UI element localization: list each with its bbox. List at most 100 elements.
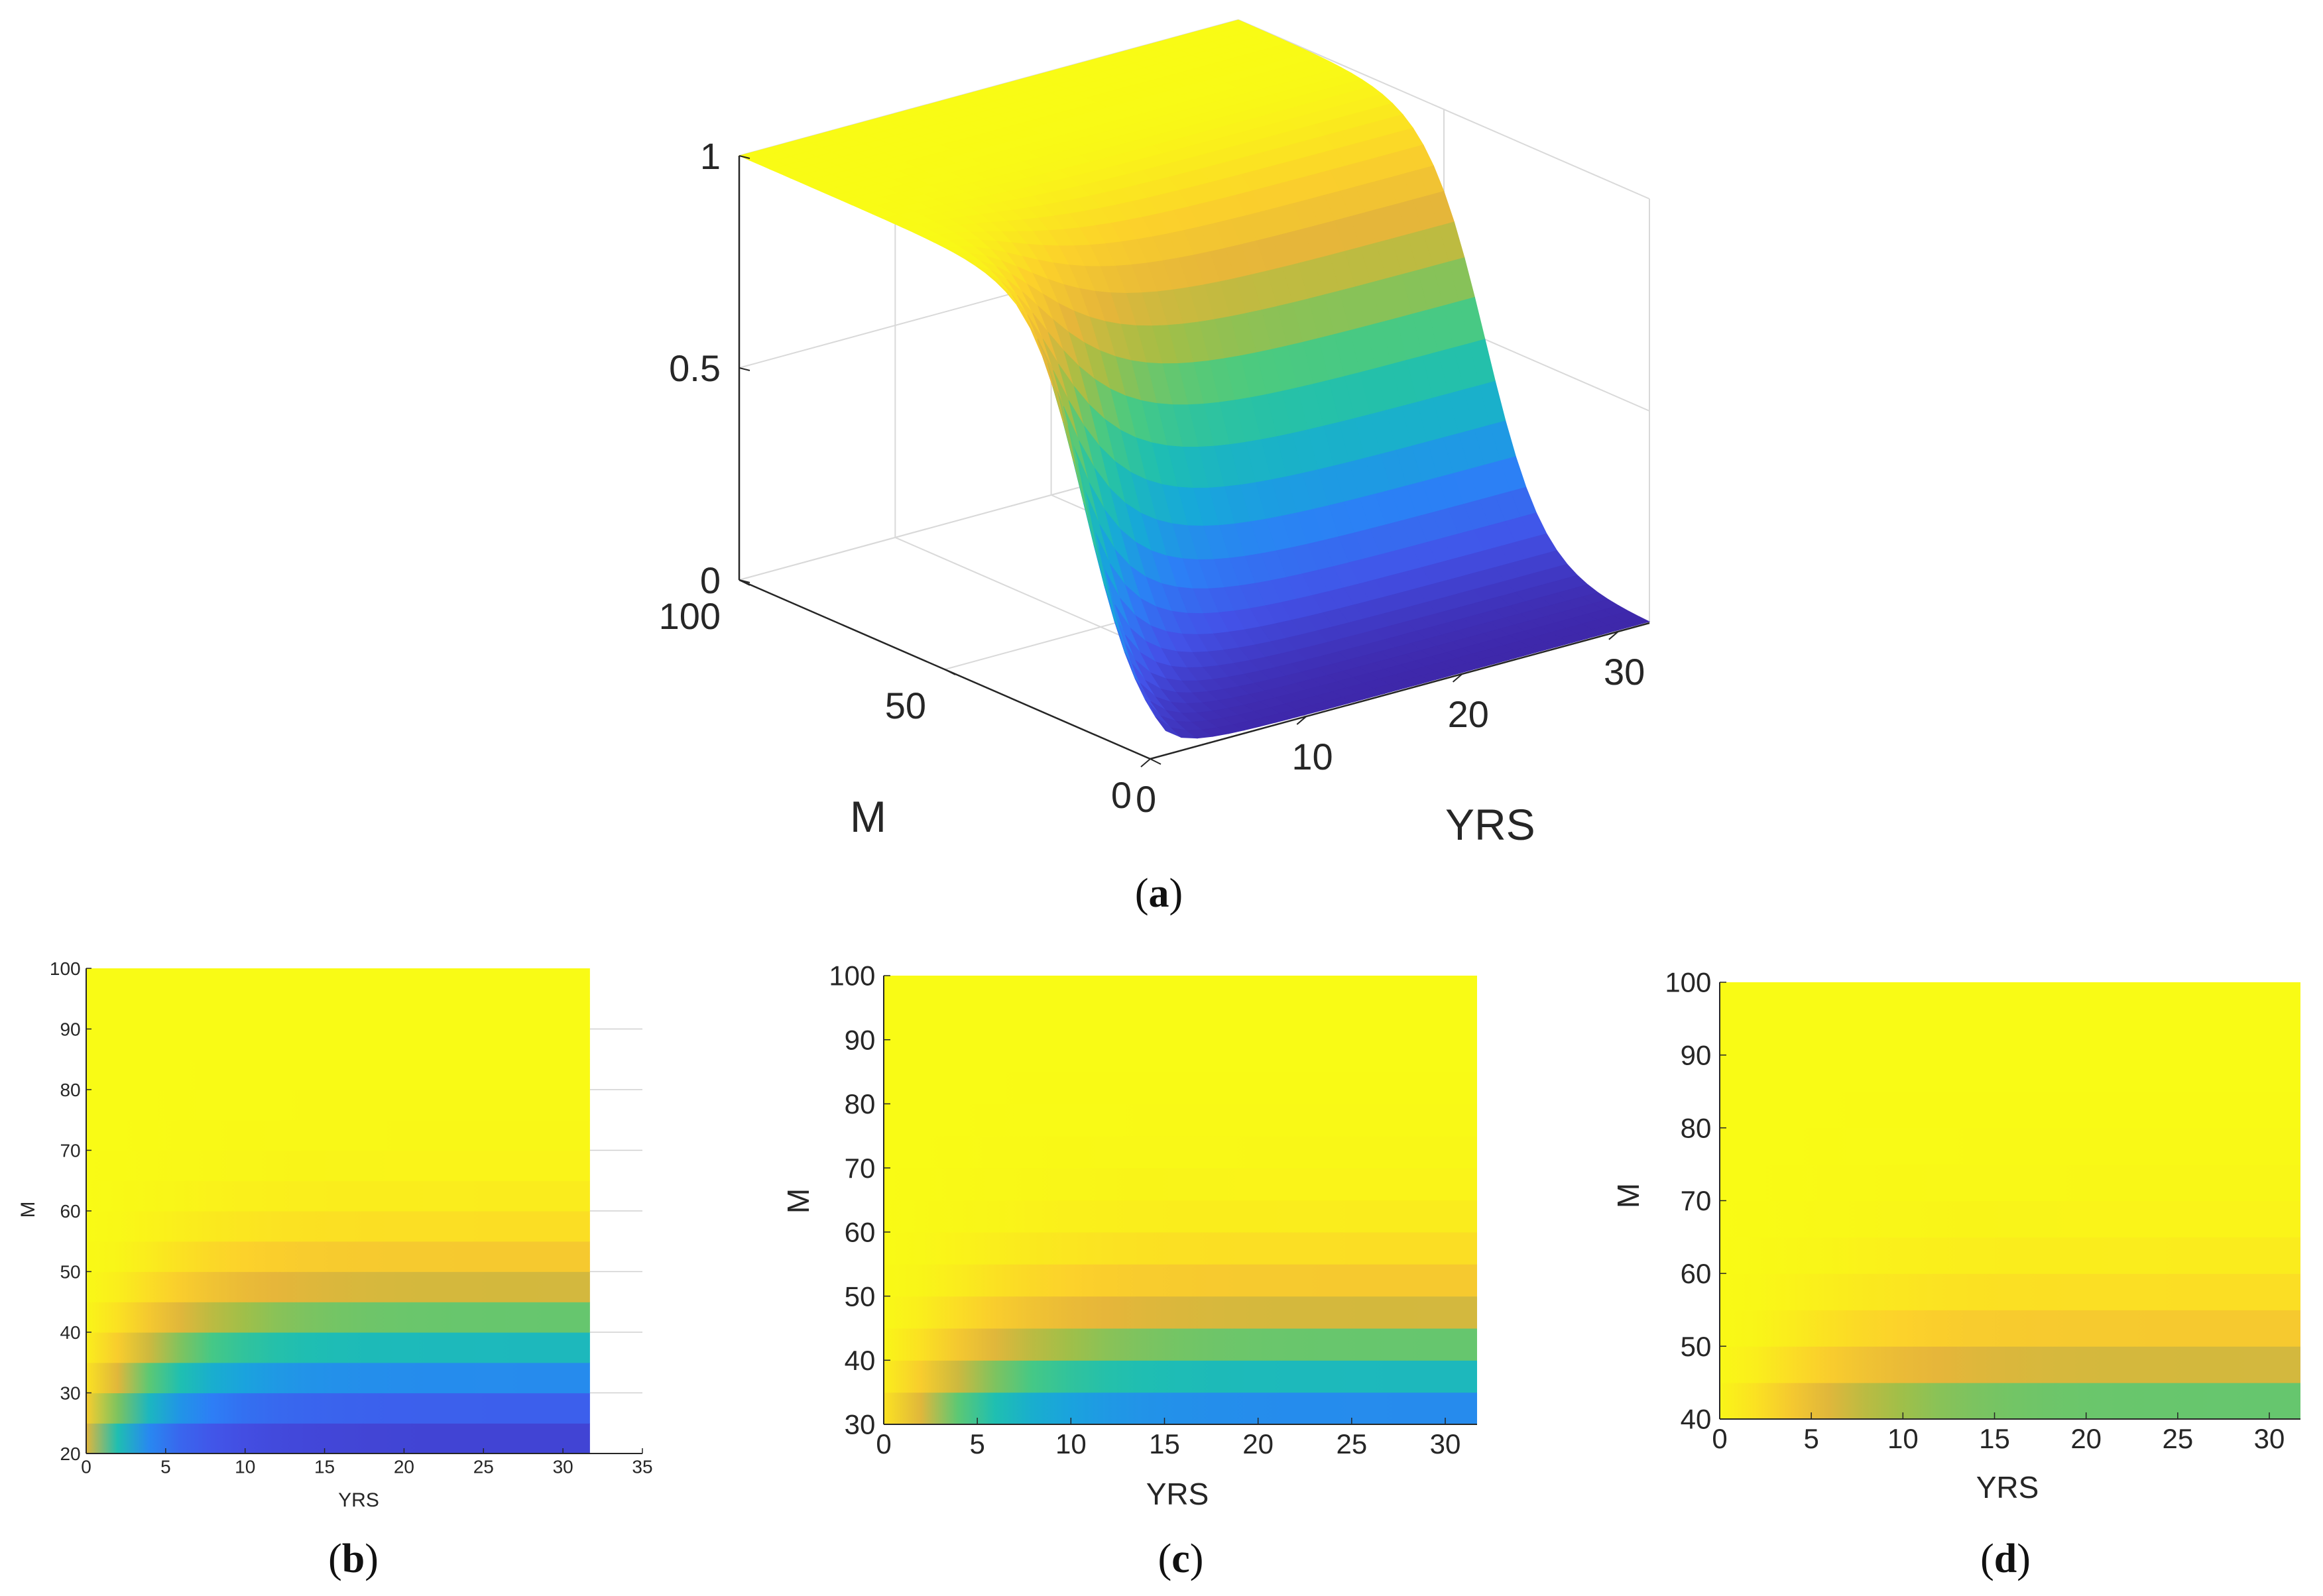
- panel-a-xlabel: YRS: [1445, 800, 1535, 849]
- c-y-tick-label: 50: [845, 1281, 876, 1312]
- panel-c-axes: [883, 976, 1477, 1425]
- d-band: [1720, 1237, 2300, 1274]
- d-y-tick-label: 70: [1681, 1185, 1712, 1216]
- d-y-tick-label: 80: [1681, 1112, 1712, 1143]
- panel-a-x-tick-label: 0: [1136, 778, 1156, 820]
- c-y-tick-label: 30: [845, 1409, 876, 1440]
- b-band: [86, 1211, 590, 1242]
- c-x-tick-label: 5: [969, 1428, 984, 1459]
- c-band: [884, 1072, 1477, 1105]
- panel-a-x-tick: [1452, 673, 1463, 683]
- c-band: [884, 1039, 1477, 1072]
- c-band: [884, 1200, 1477, 1233]
- panel-a-x-tick: [1140, 758, 1151, 768]
- c-y-tick-label: 80: [845, 1088, 876, 1119]
- b-x-tick-label: 0: [81, 1456, 91, 1477]
- c-band: [884, 1360, 1477, 1393]
- c-band: [884, 1168, 1477, 1201]
- panel-d-heatmap: 0 5 10 15 20 25 30 40 50 60 70 80 90 100 YRS M (d): [1611, 967, 2300, 1581]
- c-x-tick-label: 10: [1055, 1428, 1087, 1459]
- b-band: [86, 1271, 590, 1302]
- d-y-tick-label: 90: [1681, 1040, 1712, 1071]
- panel-c-heatmap: 0 5 10 15 20 25 30 30 40 50 60 70 80 90 100 YRS M (c): [781, 960, 1477, 1581]
- c-x-tick-label: 25: [1336, 1428, 1367, 1459]
- c-y-tick-label: 60: [845, 1217, 876, 1248]
- d-band: [1720, 1091, 2300, 1129]
- b-band: [86, 1332, 590, 1363]
- d-band: [1720, 1346, 2300, 1383]
- c-band: [884, 1231, 1477, 1265]
- panel-a-x-axis-line: [1150, 622, 1650, 760]
- panel-d-ticks: 0 5 10 15 20 25 30 40 50 60 70 80 90 100: [1665, 967, 2285, 1454]
- b-y-tick-label: 20: [60, 1444, 80, 1464]
- panel-c-xlabel: YRS: [1146, 1477, 1209, 1511]
- panel-a-z-tick-label: 1: [700, 135, 721, 177]
- panel-a-surface: [738, 19, 1651, 739]
- d-band: [1720, 1273, 2300, 1310]
- b-x-tick-label: 25: [473, 1456, 494, 1477]
- d-band: [1720, 1200, 2300, 1238]
- d-band: [1720, 1127, 2300, 1165]
- c-band: [884, 1135, 1477, 1168]
- d-y-tick-label: 50: [1681, 1331, 1712, 1362]
- c-band: [884, 1296, 1477, 1329]
- b-band: [86, 1119, 590, 1151]
- panel-a-x-tick: [1296, 716, 1307, 725]
- b-x-tick-label: 15: [314, 1456, 335, 1477]
- panel-a-ylabel: M: [850, 792, 886, 841]
- b-band: [86, 998, 590, 1030]
- b-y-tick-label: 100: [50, 958, 81, 979]
- d-x-tick-label: 5: [1803, 1423, 1818, 1454]
- b-y-tick-label: 90: [60, 1019, 80, 1039]
- c-x-tick-label: 0: [876, 1428, 891, 1459]
- b-x-tick-label: 20: [394, 1456, 414, 1477]
- b-x-tick-label: 10: [235, 1456, 255, 1477]
- panel-a-z-tick-label: 0: [700, 559, 721, 601]
- c-x-tick-label: 30: [1430, 1428, 1461, 1459]
- b-band: [86, 1150, 590, 1181]
- panel-a-y-tick: [1150, 758, 1162, 765]
- panel-d-xlabel: YRS: [1976, 1470, 2039, 1505]
- panel-c-caption: (c): [1158, 1536, 1204, 1581]
- b-y-tick-label: 70: [60, 1140, 80, 1161]
- d-x-tick-label: 15: [1979, 1423, 2010, 1454]
- b-x-tick-label: 35: [632, 1456, 652, 1477]
- panel-d-bands: [1720, 982, 2300, 1420]
- c-y-tick-label: 40: [845, 1345, 876, 1376]
- panel-a-y-tick-label: 50: [885, 685, 926, 726]
- panel-c-ylabel: M: [781, 1188, 815, 1214]
- b-band: [86, 1302, 590, 1333]
- d-x-tick-label: 20: [2070, 1423, 2102, 1454]
- c-band: [884, 1328, 1477, 1361]
- d-y-tick-label: 40: [1681, 1404, 1712, 1435]
- panel-a-z-tick: [739, 155, 750, 159]
- c-y-tick-label: 90: [845, 1024, 876, 1055]
- panel-a-z-tick: [739, 579, 750, 583]
- panel-a-y-tick-label: 0: [1111, 774, 1132, 816]
- b-y-tick-label: 30: [60, 1383, 80, 1403]
- b-x-tick-label: 5: [160, 1456, 171, 1477]
- b-band: [86, 1423, 590, 1454]
- panel-a-x-tick-label: 30: [1604, 651, 1645, 693]
- d-x-tick-label: 30: [2254, 1423, 2285, 1454]
- b-band: [86, 1059, 590, 1090]
- c-band: [884, 1392, 1477, 1425]
- b-y-tick-label: 80: [60, 1080, 80, 1100]
- b-band: [86, 1029, 590, 1060]
- b-band: [86, 968, 590, 999]
- d-x-tick-label: 10: [1887, 1423, 1919, 1454]
- panel-a-y-tick-label: 100: [659, 595, 721, 637]
- b-band: [86, 1180, 590, 1212]
- d-band: [1720, 1383, 2300, 1420]
- panel-b-ylabel: M: [17, 1202, 39, 1218]
- b-band: [86, 1090, 590, 1121]
- d-band: [1720, 982, 2300, 1019]
- d-band: [1720, 1310, 2300, 1347]
- panel-a-surface-patch: [1622, 616, 1651, 626]
- panel-a-x-tick-label: 20: [1448, 693, 1489, 735]
- panel-b-caption: (b): [328, 1536, 379, 1581]
- c-band: [884, 1104, 1477, 1137]
- panel-b-bands: [86, 968, 590, 1454]
